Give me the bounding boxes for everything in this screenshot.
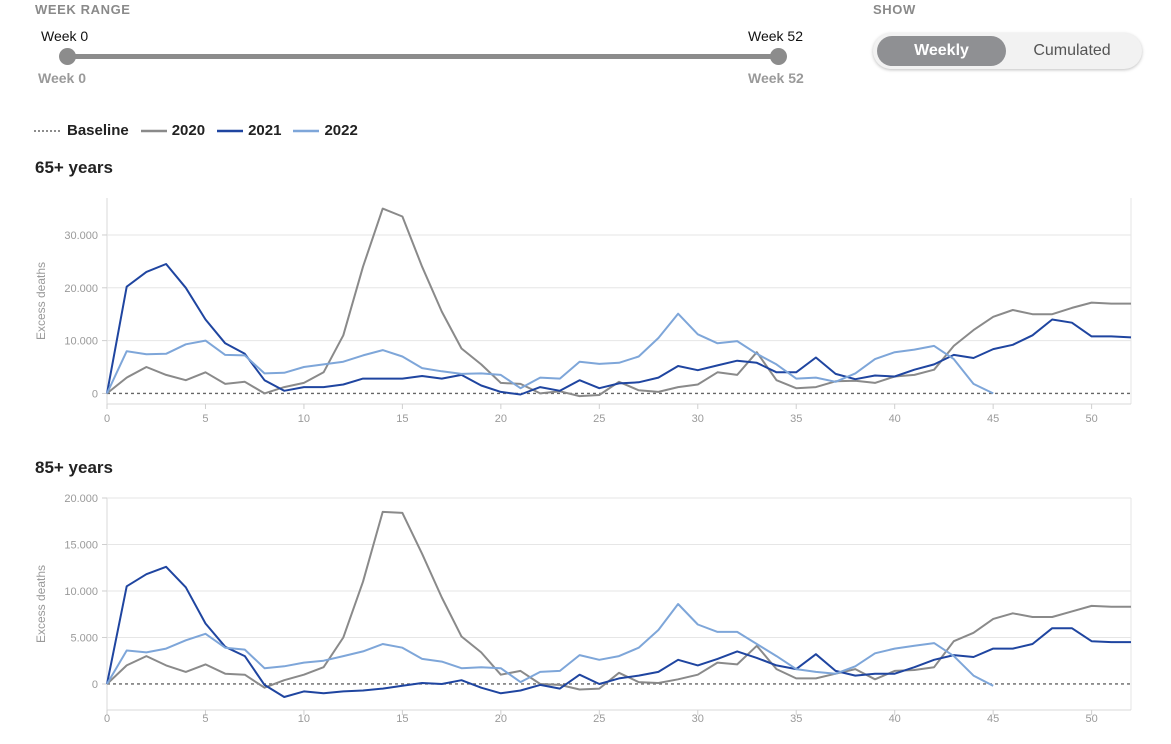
x-tick-label: 30 <box>692 413 704 425</box>
x-tick-label: 40 <box>889 413 901 425</box>
legend-swatch-2020 <box>140 129 167 132</box>
series-line-2022 <box>106 312 994 395</box>
slider-end-value: Week 52 <box>748 28 803 44</box>
legend-label-2022: 2022 <box>324 122 358 139</box>
x-tick-label: 35 <box>790 713 802 725</box>
x-tick-label: 20 <box>495 413 507 425</box>
slider-start-value: Week 0 <box>41 28 89 44</box>
x-tick-label: 15 <box>396 413 408 425</box>
slider-min-label: Week 0 <box>38 70 86 86</box>
y-axis-label: Excess deaths <box>34 262 48 340</box>
legend-item-2022[interactable]: 2022 <box>293 122 358 139</box>
x-tick-label: 20 <box>495 713 507 725</box>
chart-85plus: 0 5.000 10.000 15.000 20.000 Excess deaths 0 5 1… <box>34 493 1132 725</box>
series-line-2021 <box>106 565 1131 698</box>
cumulated-toggle-button[interactable]: Cumulated <box>1033 42 1111 59</box>
y-tick-label: 10.000 <box>64 586 98 598</box>
legend-swatch-2021 <box>217 129 244 132</box>
y-tick-label: 0 <box>92 388 98 400</box>
chart-title-65plus: 65+ years <box>35 158 113 177</box>
x-tick-label: 50 <box>1085 413 1097 425</box>
y-tick-label: 20.000 <box>64 283 98 295</box>
slider-end-handle[interactable] <box>770 48 787 65</box>
y-tick-label: 10.000 <box>64 336 98 348</box>
week-range-slider-track[interactable] <box>67 54 778 59</box>
x-tick-label: 0 <box>104 413 110 425</box>
y-axis-label: Excess deaths <box>34 565 48 643</box>
legend-label-2020: 2020 <box>171 122 206 139</box>
series-line-2020 <box>106 510 1131 691</box>
weekly-toggle-button[interactable]: Weekly <box>877 36 1006 66</box>
show-toggle: Weekly Cumulated <box>873 33 1142 69</box>
series-line-2022 <box>106 603 994 687</box>
x-tick-label: 10 <box>298 713 310 725</box>
legend-item-baseline[interactable]: Baseline <box>34 122 129 139</box>
legend-label-2021: 2021 <box>248 122 282 139</box>
y-tick-label: 5.000 <box>70 632 98 644</box>
x-tick-label: 5 <box>202 413 208 425</box>
legend-item-2020[interactable]: 2020 <box>140 122 206 139</box>
y-tick-label: 0 <box>92 679 98 691</box>
x-tick-label: 10 <box>298 413 310 425</box>
slider-start-handle[interactable] <box>59 48 76 65</box>
y-tick-label: 20.000 <box>64 493 98 505</box>
chart-title-85plus: 85+ years <box>35 458 113 477</box>
legend: Baseline 2020 2021 2022 <box>34 122 370 139</box>
x-tick-label: 40 <box>889 713 901 725</box>
x-tick-label: 25 <box>593 713 605 725</box>
x-tick-label: 45 <box>987 713 999 725</box>
x-tick-label: 35 <box>790 413 802 425</box>
y-tick-label: 15.000 <box>64 539 98 551</box>
x-tick-label: 50 <box>1085 713 1097 725</box>
y-tick-label: 30.000 <box>64 230 98 242</box>
legend-swatch-2022 <box>293 129 320 132</box>
x-tick-label: 25 <box>593 413 605 425</box>
series-line-2020 <box>106 207 1131 398</box>
slider-max-label: Week 52 <box>748 70 804 86</box>
x-tick-label: 30 <box>692 713 704 725</box>
x-tick-label: 0 <box>104 713 110 725</box>
week-range-title: WEEK RANGE <box>35 2 131 17</box>
x-tick-label: 45 <box>987 413 999 425</box>
legend-label-baseline: Baseline <box>67 122 129 139</box>
x-tick-label: 15 <box>396 713 408 725</box>
legend-item-2021[interactable]: 2021 <box>217 122 281 139</box>
legend-swatch-baseline <box>34 129 62 132</box>
x-tick-label: 5 <box>202 713 208 725</box>
chart-65plus: 0 10.000 20.000 30.000 Excess deaths 0 5 10 15 20… <box>34 198 1132 425</box>
series-line-2021 <box>106 263 1132 396</box>
show-title: SHOW <box>873 2 916 17</box>
